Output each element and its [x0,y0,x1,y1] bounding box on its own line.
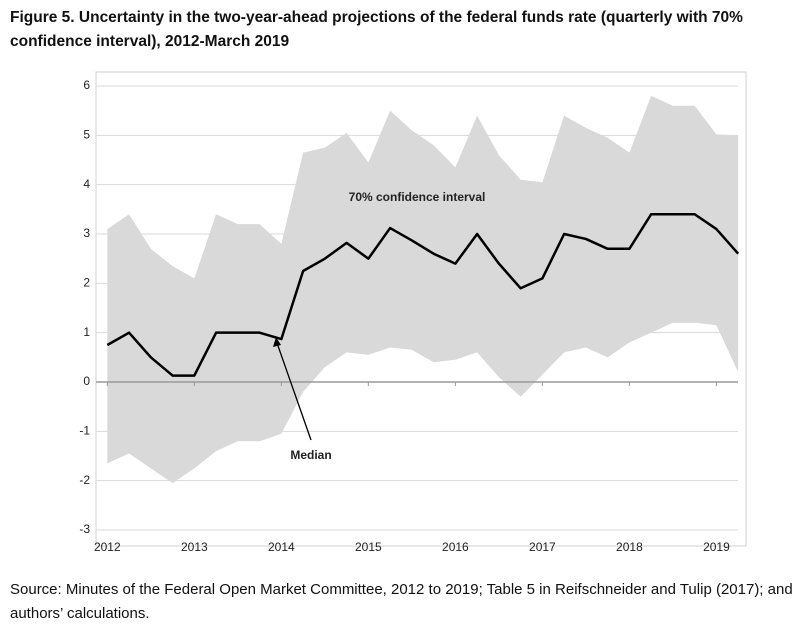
arrow-head [273,337,281,347]
chart-title: Figure 5. Uncertainty in the two-year-ah… [10,9,743,50]
source-note: Source: Minutes of the Federal Open Mark… [10,581,793,622]
y-tick-label: -3 [79,522,90,536]
x-tick-label: 2016 [442,540,469,554]
y-tick-label: -1 [79,424,90,438]
x-tick-label: 2018 [616,540,643,554]
x-tick-label: 2019 [703,540,730,554]
confidence-band [107,95,739,484]
y-tick-label: 1 [83,325,90,339]
median-annotation: Median [290,448,331,462]
y-tick-label: 4 [83,177,90,191]
x-tick-label: 2013 [181,540,208,554]
band-annotation: 70% confidence interval [349,190,486,204]
y-tick-label: 2 [83,276,90,290]
x-tick-label: 2014 [268,540,295,554]
plot-frame [95,71,747,547]
y-tick-label: -2 [79,473,90,487]
y-tick-label: 3 [83,226,90,240]
x-tick-label: 2015 [355,540,382,554]
y-tick-label: 5 [83,128,90,142]
annotation-arrow [276,342,312,441]
median-line [106,213,740,377]
x-tick-label: 2012 [94,540,121,554]
x-tick-label: 2017 [529,540,556,554]
y-tick-label: 6 [83,78,90,92]
y-tick-label: 0 [83,374,90,388]
